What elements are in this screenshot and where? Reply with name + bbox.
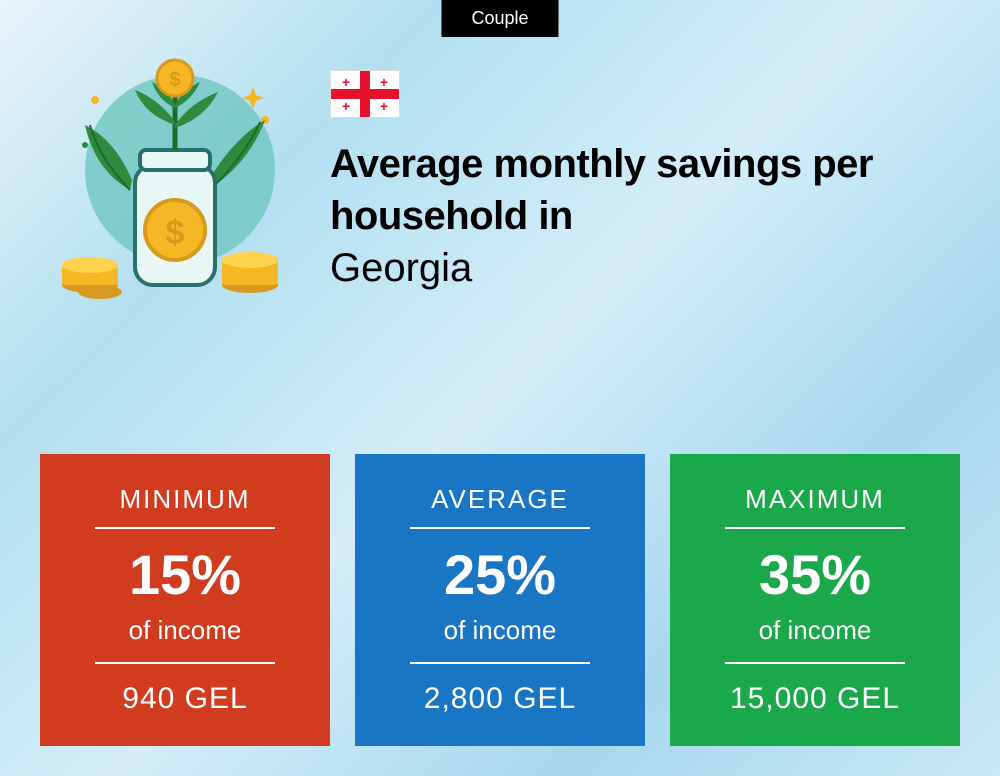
card-subtitle: of income (380, 615, 620, 646)
card-subtitle: of income (695, 615, 935, 646)
savings-illustration: $ $ (40, 50, 300, 310)
card-maximum: MAXIMUM 35% of income 15,000 GEL (670, 454, 960, 746)
svg-text:$: $ (166, 214, 185, 252)
header: $ $ + + + + Average monthly savings per … (40, 50, 960, 310)
divider (95, 527, 275, 529)
card-minimum: MINIMUM 15% of income 940 GEL (40, 454, 330, 746)
svg-text:$: $ (169, 69, 180, 91)
card-percent: 25% (380, 547, 620, 603)
divider (725, 527, 905, 529)
georgia-flag-icon: + + + + (330, 70, 400, 118)
card-label: MAXIMUM (695, 484, 935, 515)
card-average: AVERAGE 25% of income 2,800 GEL (355, 454, 645, 746)
title-main: Average monthly savings per household in (330, 138, 960, 242)
stat-cards: MINIMUM 15% of income 940 GEL AVERAGE 25… (40, 454, 960, 746)
card-amount: 15,000 GEL (695, 682, 935, 716)
card-label: AVERAGE (380, 484, 620, 515)
card-subtitle: of income (65, 615, 305, 646)
title-country: Georgia (330, 246, 960, 291)
divider (95, 662, 275, 664)
card-percent: 35% (695, 547, 935, 603)
divider (410, 662, 590, 664)
divider (410, 527, 590, 529)
title-block: + + + + Average monthly savings per hous… (330, 70, 960, 291)
card-percent: 15% (65, 547, 305, 603)
card-amount: 940 GEL (65, 682, 305, 716)
card-label: MINIMUM (65, 484, 305, 515)
divider (725, 662, 905, 664)
category-badge: Couple (441, 0, 558, 37)
card-amount: 2,800 GEL (380, 682, 620, 716)
